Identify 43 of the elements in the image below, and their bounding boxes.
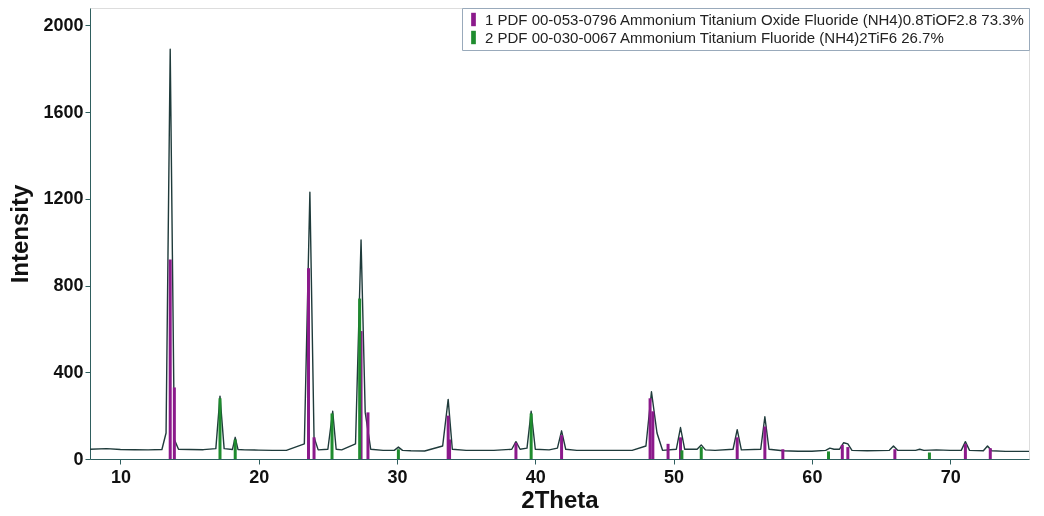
y-tick-label: 1200 xyxy=(43,188,84,209)
bar xyxy=(233,439,237,459)
bar xyxy=(218,398,222,459)
y-axis-title: Intensity xyxy=(6,184,34,284)
bar xyxy=(168,259,172,459)
bar xyxy=(680,450,684,459)
bar xyxy=(307,268,310,459)
bar xyxy=(366,412,370,459)
x-tick-label: 20 xyxy=(249,466,270,487)
x-axis-title: 2Theta xyxy=(521,485,600,513)
bar xyxy=(560,435,564,459)
bar xyxy=(735,437,739,459)
x-tick-label: 50 xyxy=(664,466,685,487)
y-tick-label: 2000 xyxy=(43,14,84,35)
bar xyxy=(358,298,362,459)
y-tick-label: 800 xyxy=(53,275,84,296)
bar xyxy=(763,426,767,459)
bar xyxy=(699,447,703,459)
line-series xyxy=(89,48,1030,453)
bar xyxy=(826,451,830,459)
bar xyxy=(840,444,844,459)
x-tick-label: 60 xyxy=(802,466,823,487)
y-tick-label: 400 xyxy=(53,361,84,382)
bar xyxy=(846,447,850,459)
bar xyxy=(927,452,931,459)
x-tick-label: 40 xyxy=(525,466,546,487)
x-tick-label: 10 xyxy=(110,466,131,487)
legend-label: 2 PDF 00-030-0067 Ammonium Titanium Fluoride (NH4)2TiF6 26.7% xyxy=(485,28,944,46)
y-tick-label: 1600 xyxy=(43,101,84,122)
y-tick-label: 0 xyxy=(73,448,84,469)
bar xyxy=(514,442,518,459)
bar xyxy=(396,449,400,459)
bar xyxy=(893,449,897,459)
bar xyxy=(529,413,533,459)
x-tick-label: 70 xyxy=(940,466,961,487)
bar xyxy=(312,437,316,459)
bar xyxy=(963,443,967,459)
legend-label: 1 PDF 00-053-0796 Ammonium Titanium Oxide Fluoride (NH4)0.8TiOF2.8 73.3% xyxy=(485,10,1024,28)
bar xyxy=(666,443,670,459)
bar xyxy=(781,449,785,459)
x-tick-label: 30 xyxy=(387,466,408,487)
bar xyxy=(988,448,992,459)
bar xyxy=(330,413,334,459)
